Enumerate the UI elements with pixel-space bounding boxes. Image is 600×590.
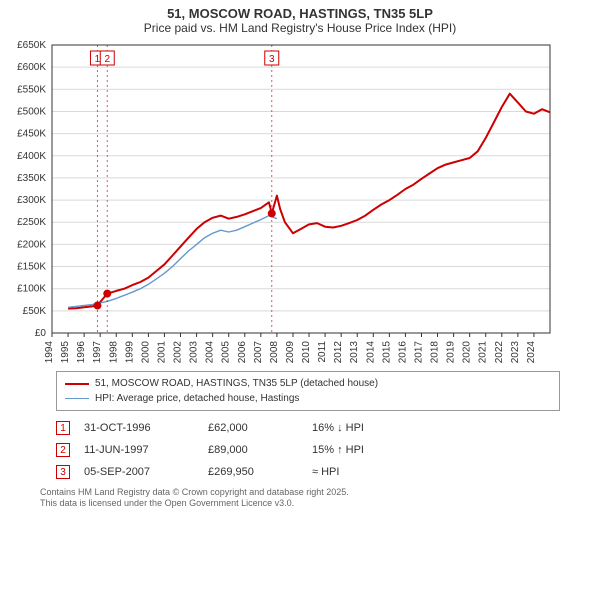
footer-line1: Contains HM Land Registry data © Crown c… xyxy=(40,487,349,497)
price-chart-svg: £0 £50K £100K £150K £200K £250K £300K £350K £400… xyxy=(0,37,560,367)
svg-text:2014: 2014 xyxy=(365,341,376,364)
svg-text:2001: 2001 xyxy=(156,341,167,364)
legend-label: 51, MOSCOW ROAD, HASTINGS, TN35 5LP (det… xyxy=(95,378,378,389)
legend-item: HPI: Average price, detached house, Hast… xyxy=(65,391,551,406)
svg-text:2006: 2006 xyxy=(237,341,248,364)
svg-text:£650K: £650K xyxy=(17,40,46,51)
sale-date: 05-SEP-2007 xyxy=(84,466,194,478)
svg-text:3: 3 xyxy=(269,54,275,65)
svg-text:2016: 2016 xyxy=(397,341,408,364)
table-row: 3 05-SEP-2007 £269,950 ≈ HPI xyxy=(56,461,560,483)
svg-text:£600K: £600K xyxy=(17,62,46,73)
title-line1: 51, MOSCOW ROAD, HASTINGS, TN35 5LP xyxy=(0,6,600,21)
svg-text:2011: 2011 xyxy=(317,341,328,363)
svg-text:1998: 1998 xyxy=(108,341,119,364)
svg-text:2002: 2002 xyxy=(173,341,184,364)
svg-text:£250K: £250K xyxy=(17,217,46,228)
legend-swatch xyxy=(65,398,89,399)
svg-text:£350K: £350K xyxy=(17,173,46,184)
svg-text:2: 2 xyxy=(104,54,110,65)
svg-text:1995: 1995 xyxy=(60,341,71,364)
svg-text:2021: 2021 xyxy=(478,341,489,364)
svg-text:£50K: £50K xyxy=(23,306,47,317)
svg-text:£400K: £400K xyxy=(17,151,46,162)
footer-attribution: Contains HM Land Registry data © Crown c… xyxy=(40,487,560,510)
svg-text:2019: 2019 xyxy=(446,341,457,364)
svg-text:2017: 2017 xyxy=(413,341,424,364)
svg-text:1997: 1997 xyxy=(92,341,103,364)
svg-text:2024: 2024 xyxy=(526,341,537,364)
table-row: 1 31-OCT-1996 £62,000 16% ↓ HPI xyxy=(56,417,560,439)
sale-price: £269,950 xyxy=(208,466,298,478)
svg-text:2005: 2005 xyxy=(221,341,232,364)
svg-text:£450K: £450K xyxy=(17,129,46,140)
svg-text:2013: 2013 xyxy=(349,341,360,364)
svg-text:£300K: £300K xyxy=(17,195,46,206)
svg-text:£200K: £200K xyxy=(17,239,46,250)
legend-label: HPI: Average price, detached house, Hast… xyxy=(95,393,299,404)
svg-text:£100K: £100K xyxy=(17,284,46,295)
svg-text:1994: 1994 xyxy=(44,341,55,364)
svg-text:1999: 1999 xyxy=(124,341,135,364)
legend: 51, MOSCOW ROAD, HASTINGS, TN35 5LP (det… xyxy=(56,371,560,411)
sale-marker-badge: 3 xyxy=(56,465,70,479)
svg-text:2020: 2020 xyxy=(462,341,473,364)
sale-date: 31-OCT-1996 xyxy=(84,422,194,434)
footer-line2: This data is licensed under the Open Gov… xyxy=(40,498,294,508)
svg-text:2009: 2009 xyxy=(285,341,296,364)
table-row: 2 11-JUN-1997 £89,000 15% ↑ HPI xyxy=(56,439,560,461)
chart-title-block: 51, MOSCOW ROAD, HASTINGS, TN35 5LP Pric… xyxy=(0,0,600,37)
svg-text:2010: 2010 xyxy=(301,341,312,364)
sale-delta: ≈ HPI xyxy=(312,466,422,478)
sale-marker-badge: 1 xyxy=(56,421,70,435)
sales-table: 1 31-OCT-1996 £62,000 16% ↓ HPI 2 11-JUN… xyxy=(56,417,560,483)
svg-text:2023: 2023 xyxy=(510,341,521,364)
svg-text:2000: 2000 xyxy=(140,341,151,364)
svg-text:2022: 2022 xyxy=(494,341,505,364)
sale-delta: 15% ↑ HPI xyxy=(312,444,422,456)
svg-text:2004: 2004 xyxy=(205,341,216,364)
legend-swatch xyxy=(65,383,89,385)
sale-delta: 16% ↓ HPI xyxy=(312,422,422,434)
sale-marker-badge: 2 xyxy=(56,443,70,457)
svg-text:2012: 2012 xyxy=(333,341,344,364)
svg-text:2007: 2007 xyxy=(253,341,264,364)
sale-price: £62,000 xyxy=(208,422,298,434)
svg-text:£150K: £150K xyxy=(17,262,46,273)
svg-text:£550K: £550K xyxy=(17,84,46,95)
svg-text:2015: 2015 xyxy=(381,341,392,364)
svg-text:2018: 2018 xyxy=(430,341,441,364)
legend-item: 51, MOSCOW ROAD, HASTINGS, TN35 5LP (det… xyxy=(65,376,551,391)
svg-text:1996: 1996 xyxy=(76,341,87,364)
sale-price: £89,000 xyxy=(208,444,298,456)
svg-text:£500K: £500K xyxy=(17,106,46,117)
svg-text:£0: £0 xyxy=(35,328,47,339)
sale-date: 11-JUN-1997 xyxy=(84,444,194,456)
chart-area: £0 £50K £100K £150K £200K £250K £300K £350K £400… xyxy=(0,37,600,367)
svg-text:2003: 2003 xyxy=(189,341,200,364)
svg-text:2008: 2008 xyxy=(269,341,280,364)
title-line2: Price paid vs. HM Land Registry's House … xyxy=(0,21,600,35)
